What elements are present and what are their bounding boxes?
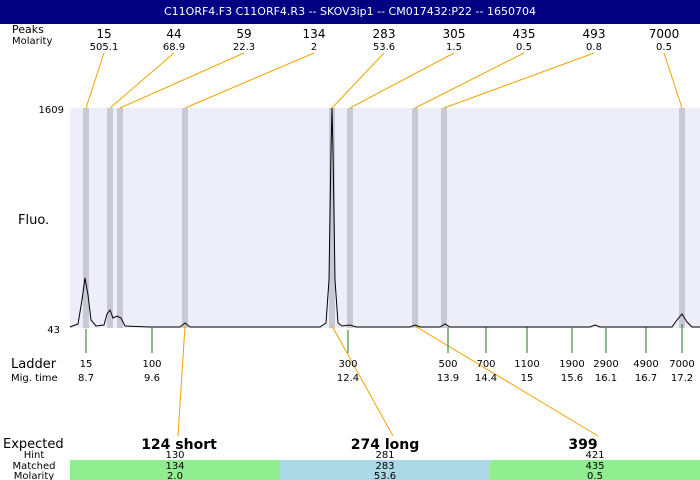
hint-value: 421 [585, 450, 604, 461]
peaks-size-label: Peaks [12, 23, 44, 36]
peak-molarity-label: 68.9 [163, 42, 185, 53]
ladder-time-label: 15.6 [561, 373, 583, 384]
peak-size-label: 7000 [649, 27, 680, 41]
peak-molarity-label: 505.1 [90, 42, 119, 53]
peak-connector [414, 52, 525, 109]
ladder-size-label: 4900 [633, 359, 658, 370]
expected-size: 274 long [351, 437, 420, 453]
matched-value: 283 [375, 461, 394, 472]
matched-molarity-value: 2.0 [167, 471, 183, 480]
expected-connector [177, 325, 186, 437]
y-max-tick: 1609 [39, 105, 64, 116]
peak-size-label: 44 [166, 27, 181, 41]
ladder-size-label: 100 [142, 359, 161, 370]
peak-size-label: 305 [443, 27, 466, 41]
peak-band [329, 108, 335, 328]
peak-size-label: 493 [583, 27, 606, 41]
matched-cell [70, 460, 280, 480]
peak-band [441, 108, 447, 328]
matched-cell [490, 460, 700, 480]
peak-band [83, 108, 89, 328]
peak-band [679, 108, 685, 328]
y-axis-label: Fluo. [18, 213, 49, 228]
expected-size: 399 [568, 437, 597, 453]
peak-connector [119, 52, 245, 109]
ladder-size-label: 700 [476, 359, 495, 370]
peak-band [107, 108, 113, 328]
peak-connector [331, 52, 385, 109]
peak-band [347, 108, 353, 328]
ladder-size-label: 300 [338, 359, 357, 370]
ladder-size-label: 500 [438, 359, 457, 370]
peak-connector [184, 52, 315, 109]
ladder-time-label: 16.1 [595, 373, 617, 384]
ladder-size-label: 2900 [593, 359, 618, 370]
peak-size-label: 283 [373, 27, 396, 41]
peak-molarity-label: 0.5 [656, 42, 672, 53]
y-min-tick: 43 [47, 325, 60, 336]
peak-molarity-label: 22.3 [233, 42, 255, 53]
peak-molarity-label: 2 [311, 42, 317, 53]
hint-value: 281 [375, 450, 394, 461]
mig-time-label: Mig. time [11, 373, 58, 384]
peak-band [182, 108, 188, 328]
ladder-time-label: 16.7 [635, 373, 657, 384]
fluorescence-trace [69, 107, 700, 328]
ladder-time-label: 8.7 [78, 373, 94, 384]
matched-label: Matched [12, 461, 55, 472]
matched-value: 435 [585, 461, 604, 472]
peak-molarity-label: 0.8 [586, 42, 602, 53]
peak-size-label: 435 [513, 27, 536, 41]
expected-connector [331, 325, 394, 437]
hint-value: 130 [165, 450, 184, 461]
peak-band [117, 108, 123, 328]
ladder-time-label: 9.6 [144, 373, 160, 384]
peak-connector [85, 52, 105, 109]
ladder-size-label: 1100 [514, 359, 539, 370]
peak-connector [109, 52, 175, 109]
expected-connector [414, 325, 599, 437]
hint-label: Hint [24, 450, 45, 461]
ladder-time-label: 15 [521, 373, 534, 384]
ladder-time-label: 17.2 [671, 373, 693, 384]
peak-size-label: 15 [96, 27, 111, 41]
ladder-label: Ladder [11, 357, 57, 372]
peak-molarity-label: 0.5 [516, 42, 532, 53]
peak-size-label: 59 [236, 27, 251, 41]
plot-area [70, 108, 700, 328]
peak-connector [349, 52, 455, 109]
matched-value: 134 [165, 461, 184, 472]
peak-size-label: 134 [303, 27, 326, 41]
window-title: C11ORF4.F3 C11ORF4.R3 -- SKOV3ip1 -- CM0… [0, 0, 700, 24]
peaks-molarity-label: Molarity [12, 36, 52, 47]
ladder-time-label: 12.4 [337, 373, 359, 384]
ladder-time-label: 13.9 [437, 373, 459, 384]
peak-molarity-label: 53.6 [373, 42, 395, 53]
ladder-time-label: 14.4 [475, 373, 497, 384]
expected-size: 124 short [141, 437, 217, 453]
peak-connector [663, 52, 683, 109]
matched-cell [280, 460, 490, 480]
ladder-size-label: 1900 [559, 359, 584, 370]
matched-molarity-value: 0.5 [587, 471, 603, 480]
peak-molarity-label: 1.5 [446, 42, 462, 53]
peak-connector [443, 52, 595, 109]
ladder-size-label: 7000 [669, 359, 694, 370]
expected-label: Expected [3, 437, 64, 452]
ladder-size-label: 15 [80, 359, 93, 370]
peak-band [412, 108, 418, 328]
molarity-label: Molarity [14, 471, 54, 480]
matched-molarity-value: 53.6 [374, 471, 396, 480]
